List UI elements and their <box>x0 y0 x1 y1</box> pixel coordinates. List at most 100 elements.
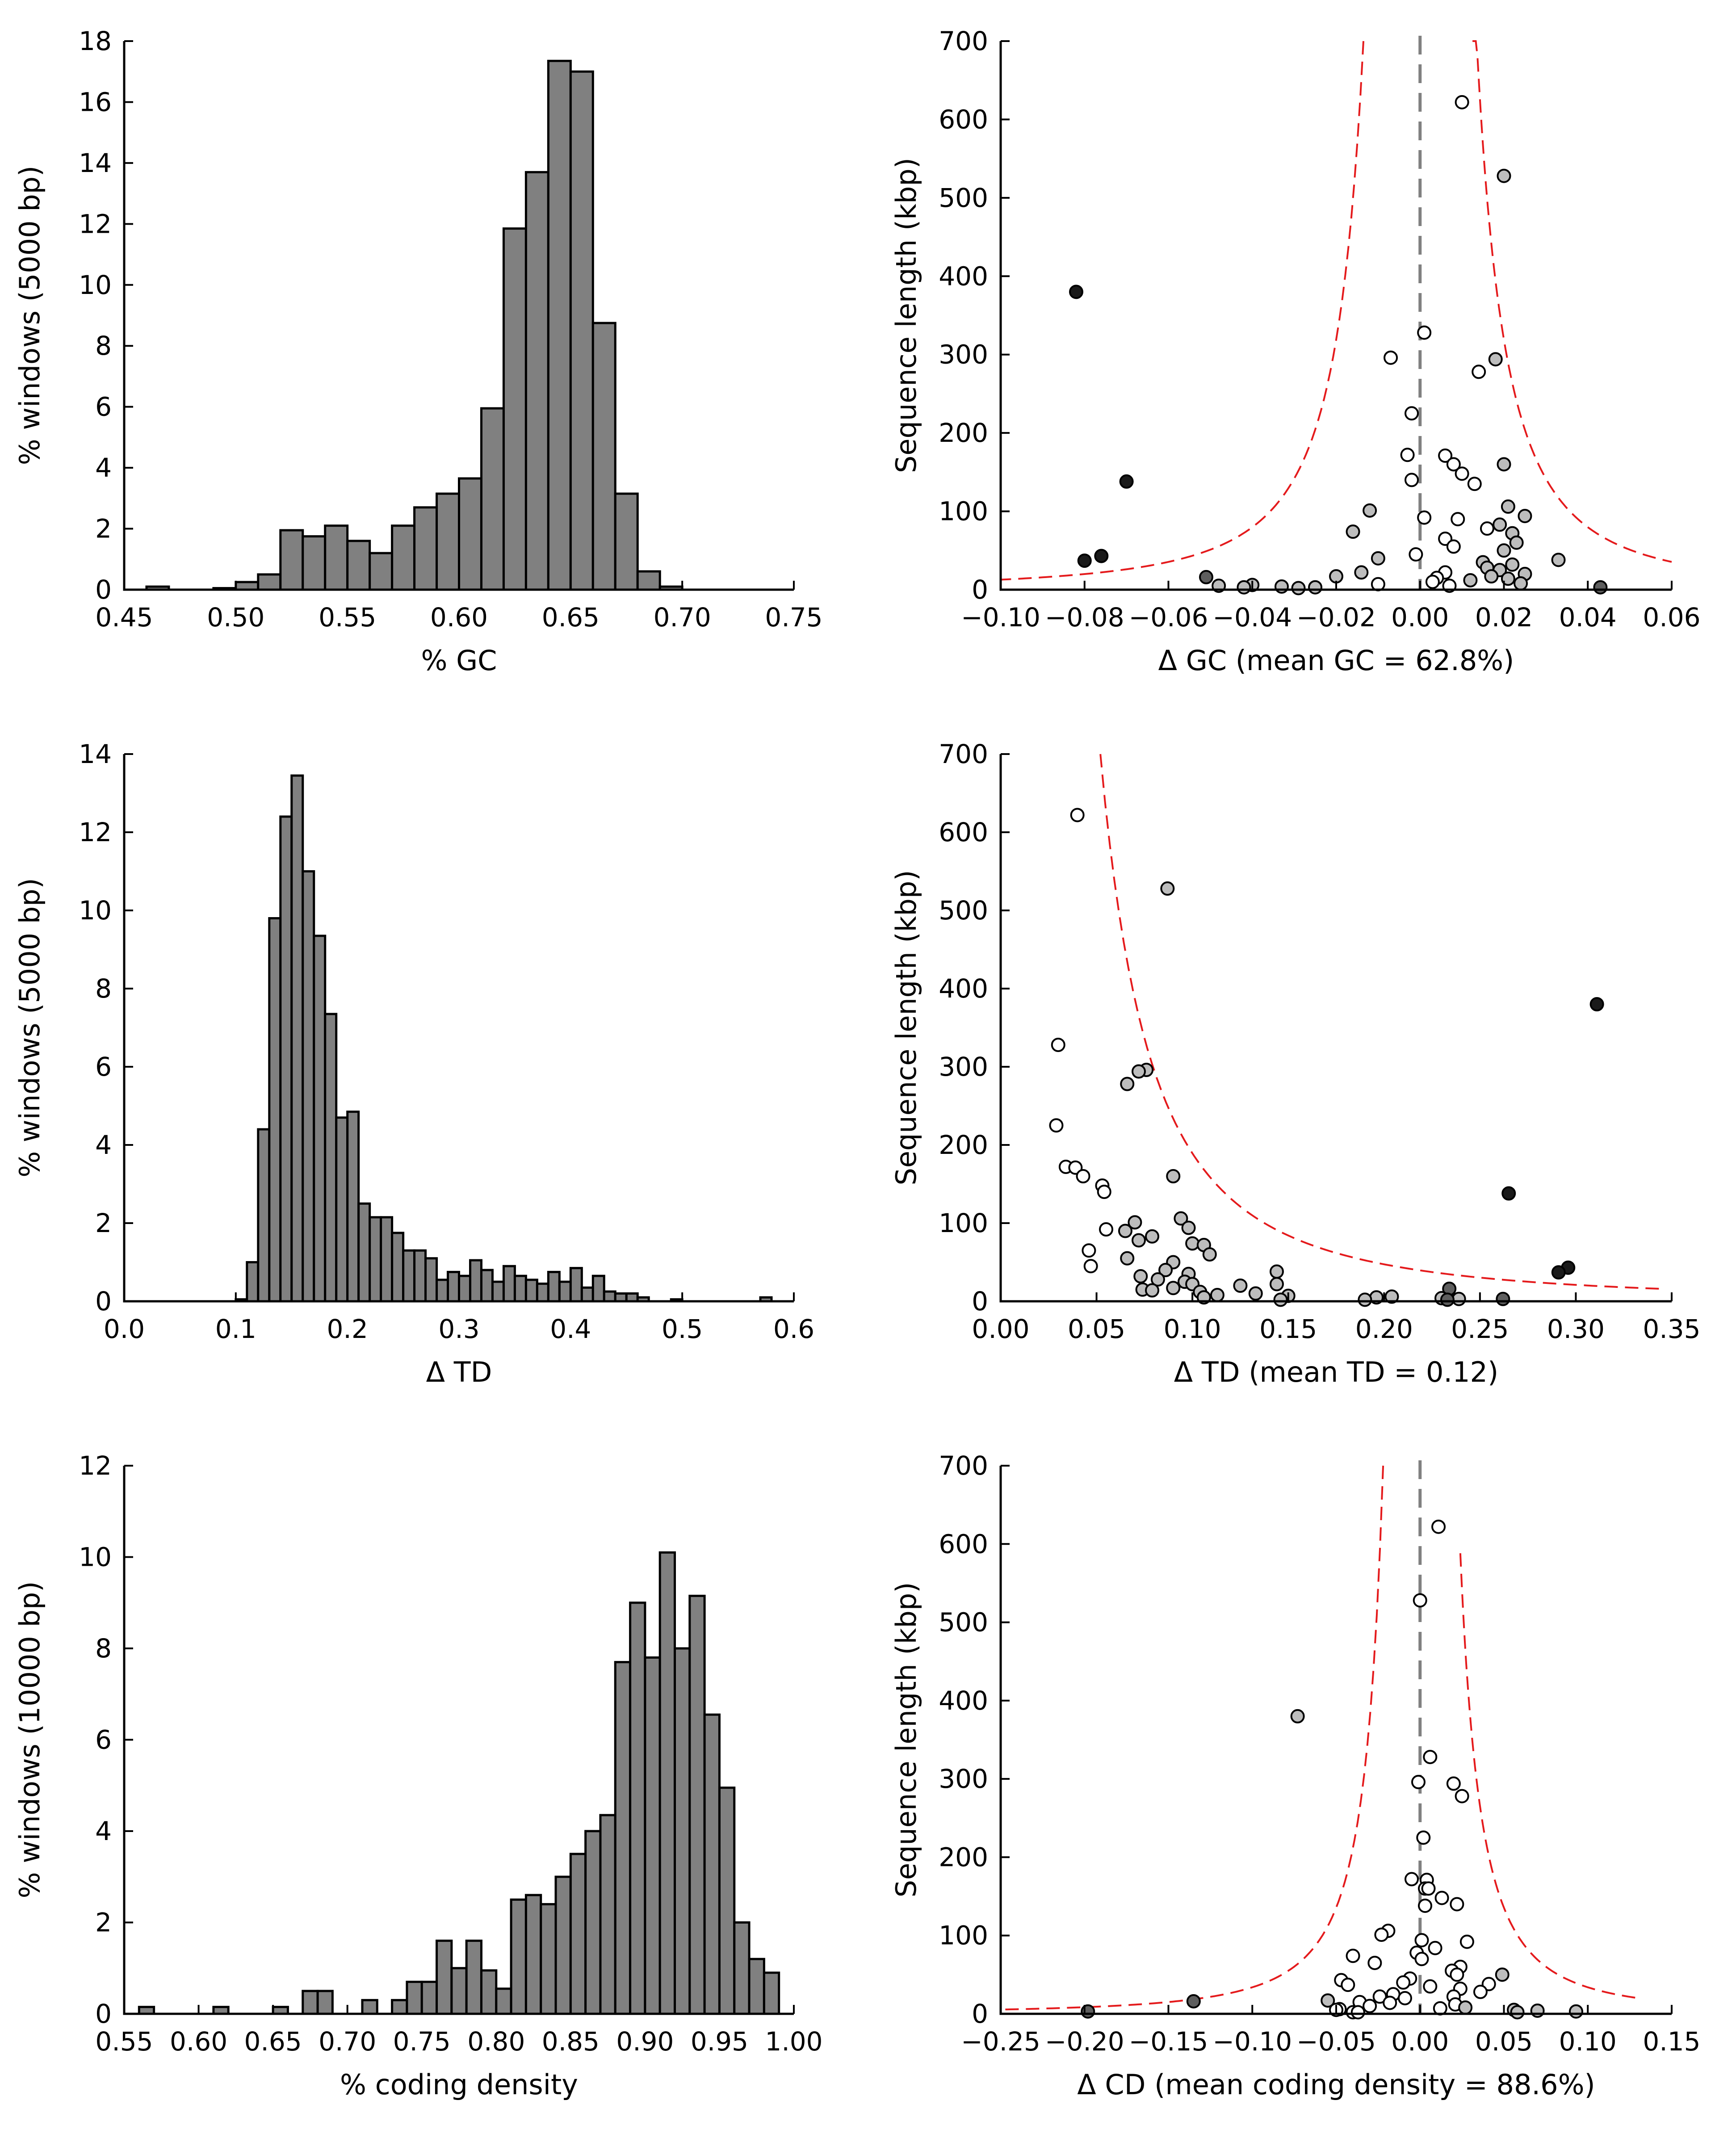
gc-histogram-bar <box>480 407 505 591</box>
td-scatter-point <box>1070 808 1085 822</box>
td-histogram-bar <box>491 1280 505 1303</box>
gc-scatter-point <box>1463 573 1478 587</box>
td-scatter-point <box>1166 1169 1181 1183</box>
td-histogram-bar <box>257 1128 271 1303</box>
cd-scatter-xtick-label: 0.05 <box>1475 2026 1533 2057</box>
gc-scatter-ytick-label: 700 <box>939 26 988 56</box>
td-scatter-xtick-label: 0.30 <box>1547 1314 1605 1344</box>
gc-histogram-xtick-label: 0.60 <box>430 602 488 633</box>
cd-histogram-bar <box>718 1786 736 2015</box>
gc-scatter-xtick-label: 0.00 <box>1391 602 1449 633</box>
td-histogram-ylabel: % windows (5000 bp) <box>13 878 46 1177</box>
gc-histogram-bar <box>257 573 282 591</box>
gc-scatter-point <box>1455 466 1469 481</box>
cd-histogram-xtick-label: 0.95 <box>691 2026 748 2057</box>
td-scatter-ticks: 0 100 200 300 400 500 600 700 0.00 0.05 0.10 0.15 0.… <box>939 739 1700 1344</box>
td-histogram-bar <box>558 1280 572 1303</box>
td-scatter-point <box>1099 1222 1114 1237</box>
td-scatter-point <box>1131 1064 1146 1079</box>
cd-scatter-ytick-label: 500 <box>939 1607 988 1638</box>
cd-histogram-bar <box>599 1814 616 2015</box>
gc-scatter-points <box>1069 95 1608 595</box>
td-scatter-point <box>1120 1251 1135 1266</box>
cd-scatter-point <box>1397 1991 1412 2005</box>
td-scatter-xtick-label: 0.00 <box>972 1314 1029 1344</box>
gc-histogram-bar <box>235 581 260 591</box>
td-scatter-point <box>1501 1186 1516 1201</box>
td-histogram-ytick-label: 12 <box>79 817 112 847</box>
gc-scatter-point <box>1467 477 1482 491</box>
td-histogram-bar <box>324 1013 338 1303</box>
cd-histogram-ytick-label: 8 <box>95 1633 112 1664</box>
td-histogram-bar <box>346 1111 360 1303</box>
cd-scatter-point <box>1568 2004 1583 2019</box>
cd-histogram-ytick-label: 6 <box>95 1725 112 1755</box>
gc-scatter-point <box>1593 580 1608 595</box>
cd-scatter-ytick-label: 600 <box>939 1529 988 1559</box>
gc-scatter-point <box>1274 579 1289 594</box>
cd-histogram-bar <box>420 1980 438 2015</box>
gc-histogram-ytick-label: 2 <box>95 514 112 544</box>
td-scatter-ytick-label: 600 <box>939 817 988 847</box>
cd-scatter-point <box>1081 2004 1095 2019</box>
td-histogram-ytick-label: 0 <box>95 1286 112 1316</box>
cd-scatter-point <box>1418 1899 1433 1913</box>
td-scatter-point <box>1273 1292 1288 1307</box>
gc-scatter-point <box>1497 457 1511 472</box>
gc-histogram-xtick-label: 0.70 <box>654 602 711 633</box>
cd-scatter-xtick-label: −0.25 <box>961 2026 1040 2057</box>
cd-histogram-bar <box>569 1853 587 2015</box>
cd-histogram-ytick-label: 4 <box>95 1816 112 1846</box>
td-scatter-ytick-label: 400 <box>939 973 988 1004</box>
gc-histogram-bar <box>502 227 527 591</box>
td-scatter-xtick-label: 0.15 <box>1259 1314 1317 1344</box>
cd-scatter-point <box>1423 1979 1438 1994</box>
td-scatter-point <box>1145 1229 1160 1244</box>
gc-scatter-point <box>1199 570 1213 584</box>
cd-scatter-xtick-label: 0.15 <box>1643 2026 1700 2057</box>
cd-histogram-bar <box>658 1551 676 2015</box>
gc-histogram-ytick-label: 6 <box>95 392 112 422</box>
gc-scatter-ytick-label: 400 <box>939 261 988 291</box>
cd-histogram-bar <box>703 1713 721 2015</box>
td-scatter-points <box>1049 808 1604 1307</box>
td-histogram-xtick-label: 0.0 <box>104 1314 145 1344</box>
gc-scatter-point <box>1501 499 1515 514</box>
cd-histogram-bar <box>584 1830 602 2015</box>
gc-scatter-ytick-label: 600 <box>939 104 988 134</box>
gc-histogram-xtick-label: 0.75 <box>765 602 822 633</box>
td-scatter-point <box>1496 1291 1510 1306</box>
gc-scatter-point <box>1455 95 1469 109</box>
cd-scatter-point <box>1396 1975 1411 1990</box>
gc-scatter-threshold-curve <box>1472 40 1672 563</box>
gc-scatter-point <box>1518 509 1532 524</box>
cd-scatter-point <box>1367 1956 1382 1970</box>
td-histogram-bar <box>591 1274 605 1303</box>
td-histogram-xtick-label: 0.4 <box>550 1314 591 1344</box>
gc-scatter-ytick-label: 200 <box>939 418 988 448</box>
gc-scatter-point <box>1291 581 1306 595</box>
td-histogram-bar <box>402 1249 416 1303</box>
gc-scatter-point <box>1400 448 1415 462</box>
cd-scatter-point <box>1450 1897 1464 1912</box>
td-scatter-ytick-label: 0 <box>972 1286 988 1316</box>
td-scatter-point <box>1145 1283 1160 1298</box>
cd-scatter-point <box>1413 1593 1427 1608</box>
cd-scatter-point <box>1428 1941 1442 1955</box>
td-scatter-point <box>1131 1233 1146 1248</box>
cd-scatter-ytick-label: 300 <box>939 1764 988 1794</box>
td-scatter-panel: 0 100 200 300 400 500 600 700 0.00 0.05 0.10 0.15 0.… <box>890 739 1701 1388</box>
cd-scatter-point <box>1383 1995 1397 2010</box>
cd-scatter-point <box>1290 1709 1305 1723</box>
gc-histogram-ytick-label: 12 <box>79 209 112 239</box>
gc-histogram-bar <box>524 171 549 591</box>
gc-histogram-ytick-label: 16 <box>79 87 112 117</box>
gc-scatter-point <box>1509 535 1524 550</box>
gc-scatter-point <box>1425 574 1440 589</box>
td-scatter-point <box>1082 1243 1096 1258</box>
td-scatter-xtick-label: 0.25 <box>1451 1314 1509 1344</box>
td-histogram-bar <box>335 1116 349 1303</box>
